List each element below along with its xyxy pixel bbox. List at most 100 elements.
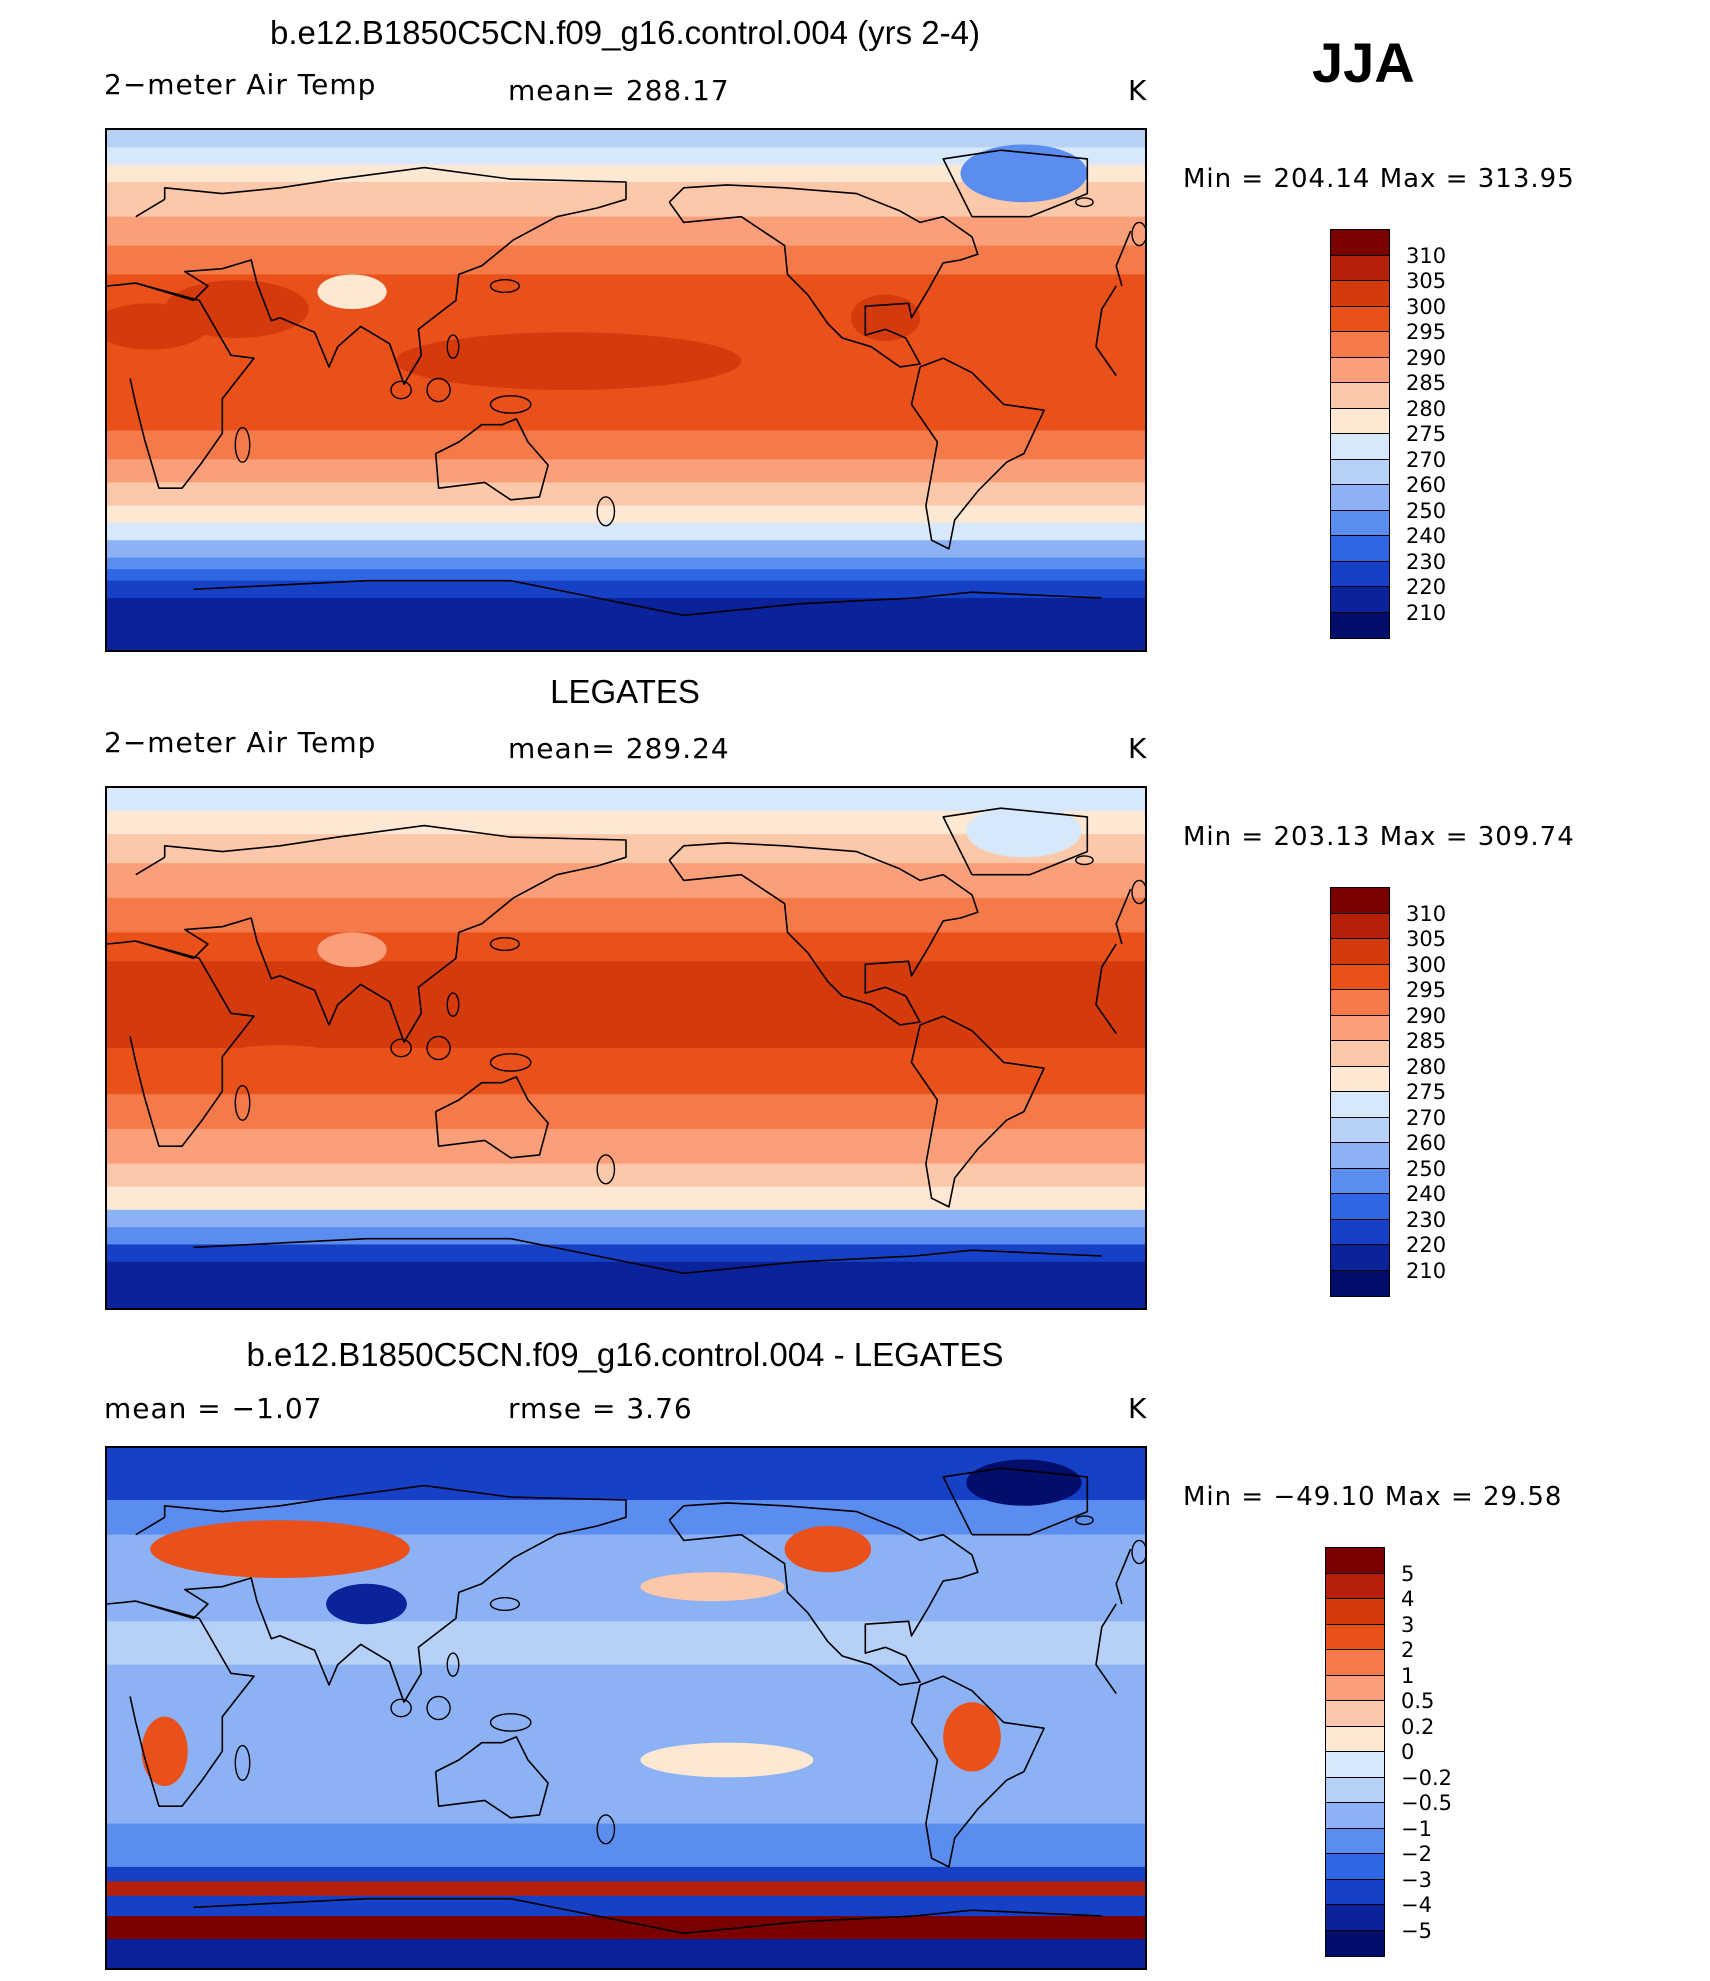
colorbar-swatch (1330, 1065, 1390, 1093)
latitude-band (107, 557, 1145, 570)
colorbar-tick-label: 280 (1406, 396, 1447, 421)
latitude-band (107, 788, 1145, 812)
island-outline (489, 936, 521, 952)
island-outline (426, 1695, 451, 1721)
colorbar-swatch (1330, 280, 1390, 307)
anomaly-region (207, 1045, 353, 1080)
latitude-band (107, 540, 1145, 559)
coastline (135, 1484, 1132, 1703)
island-outline (446, 992, 460, 1017)
colorbar-swatch (1325, 1853, 1385, 1880)
coastline (942, 1467, 1089, 1536)
latitude-band (107, 1939, 1145, 1968)
island-outline (390, 1038, 412, 1058)
latitude-band (107, 897, 1145, 934)
coastline (434, 1736, 549, 1819)
panel1-variable-label: 2−meter Air Temp (104, 68, 377, 101)
colorbar-swatch (1330, 305, 1390, 333)
panel3-mean-label: mean = −1.07 (104, 1392, 323, 1425)
island-outline (596, 1814, 616, 1845)
colorbar-swatch (1330, 1040, 1390, 1067)
colorbar-swatch (1325, 1725, 1385, 1753)
latitude-band (107, 863, 1145, 899)
latitude-band (107, 245, 1145, 276)
coastline (668, 842, 979, 1026)
latitude-band (107, 961, 1145, 1009)
colorbar-tick-label: 2 (1401, 1638, 1415, 1662)
colorbar-swatch (1330, 586, 1390, 613)
colorbar-swatch (1325, 1802, 1385, 1829)
colorbar-tick-label: 210 (1406, 1258, 1447, 1283)
panel3-minmax: Min = −49.10 Max = 29.58 (1183, 1482, 1563, 1512)
anomaly-region (317, 274, 387, 310)
anomaly-region (141, 1716, 188, 1786)
island-outline (596, 496, 616, 527)
colorbar-tick-label: 290 (1406, 345, 1447, 370)
coastline (135, 824, 1132, 1043)
anomaly-region (640, 1572, 785, 1602)
colorbar-swatch (1330, 356, 1390, 384)
colorbar-swatch (1330, 1167, 1390, 1195)
island-outline (390, 380, 412, 400)
latitude-band (107, 1209, 1145, 1228)
colorbar-swatch (1330, 382, 1390, 409)
panel1-mean-label: mean= 288.17 (508, 74, 730, 107)
panel3-map-svg (107, 1448, 1145, 1968)
colorbar-swatch (1330, 407, 1390, 435)
colorbar-swatch (1330, 254, 1390, 282)
latitude-band (107, 130, 1145, 148)
coastline (668, 1502, 979, 1686)
island-outline (1075, 197, 1094, 208)
latitude-band (107, 1227, 1145, 1246)
colorbar-swatch (1330, 229, 1390, 256)
colorbar-tick-label: 270 (1406, 1105, 1447, 1130)
colorbar-tick-label: 250 (1406, 498, 1447, 523)
colorbar-tick-label: 275 (1406, 1080, 1447, 1104)
colorbar-swatch (1325, 1904, 1385, 1931)
colorbar-tick-label: 285 (1406, 1029, 1447, 1053)
colorbar-tick-label: 0.2 (1401, 1714, 1435, 1739)
panel1-title: b.e12.B1850C5CN.f09_g16.control.004 (yrs… (270, 14, 980, 51)
season-label: JJA (1312, 31, 1415, 94)
panel2-map (105, 786, 1147, 1310)
island-outline (596, 1154, 616, 1185)
latitude-band (107, 1866, 1145, 1882)
coastline (135, 166, 1132, 385)
colorbar-tick-label: −5 (1401, 1918, 1432, 1943)
island-outline (446, 334, 460, 359)
latitude-band (107, 1823, 1145, 1868)
latitude-band (107, 1163, 1145, 1188)
latitude-band (107, 1916, 1145, 1940)
colorbar-swatch (1330, 1091, 1390, 1118)
anomaly-region (317, 932, 387, 968)
coastline (910, 357, 1045, 550)
colorbar-tick-label: 295 (1406, 320, 1447, 344)
island-outline (1075, 1515, 1094, 1526)
latitude-band (107, 430, 1145, 460)
colorbar-tick-label: −4 (1401, 1893, 1432, 1917)
island-outline (1075, 855, 1094, 866)
latitude-band (107, 216, 1145, 247)
island-outline (234, 1744, 251, 1781)
anomaly-region (943, 1702, 1001, 1772)
latitude-band (107, 1186, 1145, 1211)
colorbar-swatch (1325, 1623, 1385, 1651)
colorbar-swatch (1325, 1547, 1385, 1574)
colorbar-tick-label: −1 (1401, 1816, 1432, 1841)
colorbar-swatch (1330, 1116, 1390, 1144)
latitude-band (107, 1261, 1145, 1308)
panel3-map (105, 1446, 1147, 1970)
colorbar-swatch (1325, 1827, 1385, 1855)
colorbar-swatch (1330, 433, 1390, 460)
island-outline (489, 1053, 532, 1072)
panel1-minmax: Min = 204.14 Max = 313.95 (1183, 164, 1575, 194)
colorbar-tick-label: 270 (1406, 447, 1447, 472)
coastline (107, 1600, 1117, 1807)
colorbar-tick-label: 4 (1401, 1587, 1415, 1611)
colorbar-tick-label: 0.5 (1401, 1689, 1435, 1713)
colorbar-swatch (1330, 509, 1390, 537)
colorbar-tick-label: 250 (1406, 1156, 1447, 1181)
colorbar-swatch (1325, 1598, 1385, 1625)
coastline (193, 1237, 1102, 1275)
colorbar-swatch (1325, 1929, 1385, 1957)
